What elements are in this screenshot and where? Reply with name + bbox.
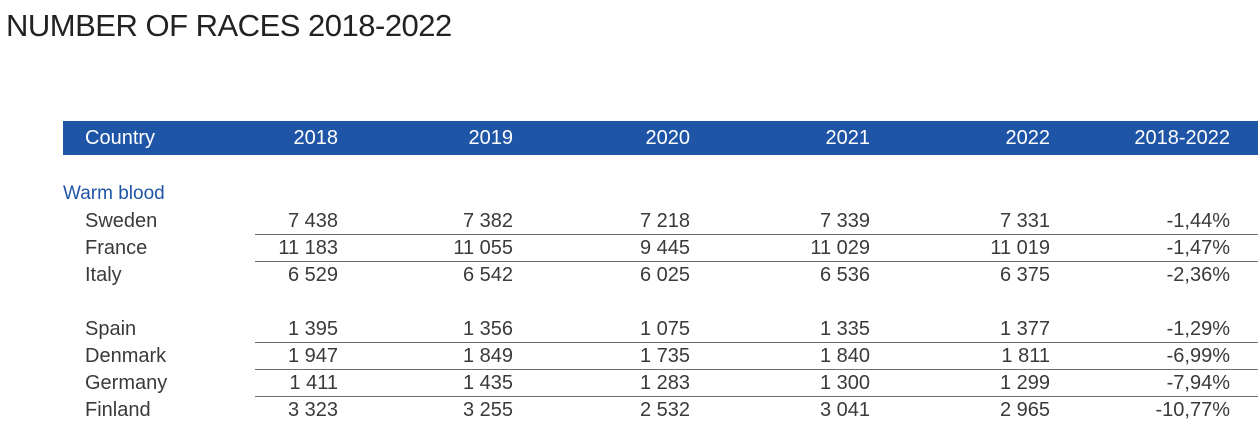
value-2021: 1 300	[819, 372, 870, 394]
value-2021: 11 029	[810, 237, 870, 259]
header-2020: 2020	[645, 126, 691, 149]
value-2018: 6 529	[287, 264, 338, 286]
value-2021: 6 536	[819, 264, 870, 286]
table-row: Denmark 1 947 1 849 1 735 1 840 1 811 -6…	[63, 342, 1258, 369]
value-2022: 7 331	[999, 210, 1050, 232]
value-change: -1,47%	[1166, 237, 1230, 259]
country-cell: Germany	[85, 372, 168, 394]
table-header: Country 2018 2019 2020 2021 2022 2018-20…	[63, 121, 1258, 155]
value-2022: 1 299	[999, 372, 1050, 394]
value-change: -10,77%	[1155, 399, 1231, 421]
value-change: -2,36%	[1166, 264, 1230, 286]
value-2021: 7 339	[819, 210, 870, 232]
page-title: NUMBER OF RACES 2018-2022	[6, 8, 452, 43]
value-2018: 3 323	[287, 399, 338, 421]
value-2018: 1 947	[287, 345, 338, 367]
value-2018: 1 411	[289, 372, 338, 394]
table-row: France 11 183 11 055 9 445 11 029 11 019…	[63, 234, 1258, 261]
value-change: -1,44%	[1166, 210, 1230, 232]
value-2018: 1 395	[287, 318, 338, 340]
header-2021: 2021	[825, 126, 871, 149]
value-2021: 3 041	[819, 399, 870, 421]
value-2019: 3 255	[462, 399, 513, 421]
country-cell: Sweden	[85, 210, 158, 232]
header-2018: 2018	[293, 126, 339, 149]
country-cell: Italy	[85, 264, 122, 286]
value-2022: 2 965	[999, 399, 1050, 421]
value-2021: 1 840	[819, 345, 870, 367]
value-2019: 11 055	[453, 237, 513, 259]
table-row: Spain 1 395 1 356 1 075 1 335 1 377 -1,2…	[63, 315, 1258, 342]
value-2019: 6 542	[462, 264, 513, 286]
value-change: -1,29%	[1166, 318, 1230, 340]
value-2022: 1 377	[999, 318, 1050, 340]
value-2019: 1 435	[462, 372, 513, 394]
table-row: Germany 1 411 1 435 1 283 1 300 1 299 -7…	[63, 369, 1258, 396]
value-2018: 11 183	[278, 237, 338, 259]
value-2018: 7 438	[287, 210, 338, 232]
country-cell: France	[85, 237, 148, 259]
header-country: Country	[85, 126, 156, 149]
value-2019: 7 382	[462, 210, 513, 232]
value-2020: 1 735	[639, 345, 690, 367]
value-2020: 1 283	[639, 372, 690, 394]
table-row: Italy 6 529 6 542 6 025 6 536 6 375 -2,3…	[63, 261, 1258, 288]
value-change: -7,94%	[1166, 372, 1230, 394]
value-change: -6,99%	[1166, 345, 1230, 367]
value-2020: 2 532	[639, 399, 690, 421]
value-2019: 1 356	[462, 318, 513, 340]
value-2022: 1 811	[1001, 345, 1050, 367]
header-2022: 2022	[1005, 126, 1051, 149]
value-2022: 6 375	[999, 264, 1050, 286]
value-2020: 9 445	[639, 237, 690, 259]
header-2019: 2019	[468, 126, 514, 149]
value-2020: 6 025	[639, 264, 690, 286]
value-2021: 1 335	[819, 318, 870, 340]
value-2020: 7 218	[639, 210, 690, 232]
table-row: Sweden 7 438 7 382 7 218 7 339 7 331 -1,…	[63, 207, 1258, 234]
value-2020: 1 075	[639, 318, 690, 340]
group-label-warm-blood: Warm blood	[63, 183, 165, 204]
country-cell: Spain	[85, 318, 137, 340]
races-table: Country 2018 2019 2020 2021 2022 2018-20…	[63, 121, 1258, 423]
country-cell: Denmark	[85, 345, 167, 367]
country-cell: Finland	[85, 399, 151, 421]
value-2022: 11 019	[990, 237, 1050, 259]
value-2019: 1 849	[462, 345, 513, 367]
header-change: 2018-2022	[1134, 126, 1230, 149]
row-spacer	[63, 288, 1258, 315]
